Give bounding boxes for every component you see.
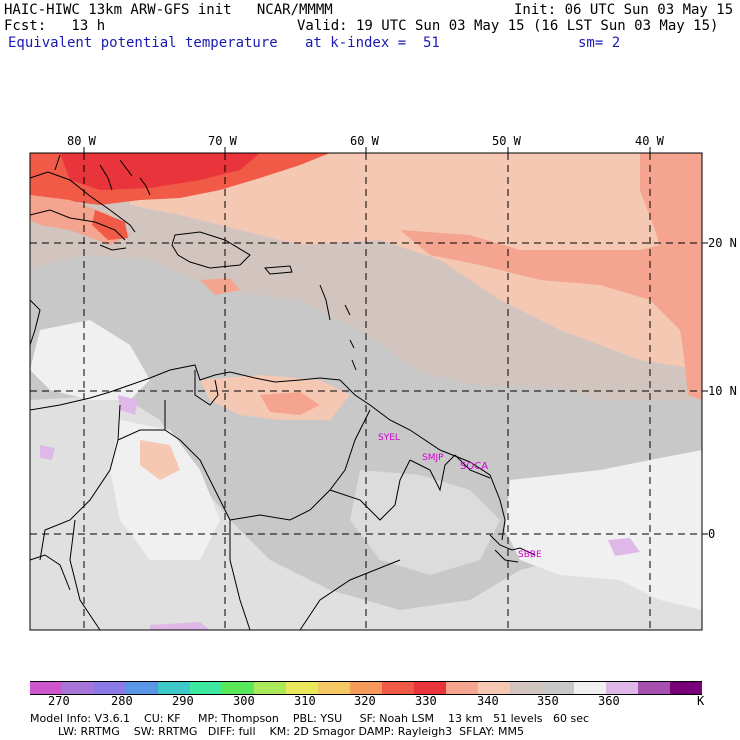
colorbar-label: 330	[415, 694, 437, 708]
colorbar-swatch	[30, 681, 62, 695]
colorbar-swatch	[94, 681, 126, 695]
lon-label: 40 W	[635, 134, 664, 148]
colorbar-swatch	[414, 681, 446, 695]
colorbar-label: 300	[233, 694, 255, 708]
forecast-hour: Fcst: 13 h	[4, 18, 106, 34]
lon-label: 60 W	[350, 134, 379, 148]
lat-label: 10 N	[708, 384, 737, 398]
colorbar-swatch	[222, 681, 254, 695]
coastlines	[29, 154, 536, 591]
level-index: at k-index = 51	[305, 35, 440, 51]
smoothing: sm= 2	[578, 35, 621, 51]
colorbar-swatch	[446, 681, 478, 695]
colorbar-label: 280	[111, 694, 133, 708]
graticule	[30, 153, 702, 630]
colorbar-swatch	[542, 681, 574, 695]
colorbar-swatch	[62, 681, 94, 695]
station-label: SBBE	[518, 550, 542, 560]
init-time: Init: 06 UTC Sun 03 May 15	[514, 2, 734, 18]
colorbar-swatch	[158, 681, 190, 695]
colorbar-label: 320	[354, 694, 376, 708]
tick-marks	[83, 147, 708, 535]
valid-time: Valid: 19 UTC Sun 03 May 15 (16 LST Sun …	[297, 18, 719, 34]
map-frame	[29, 152, 703, 631]
colorbar-swatch	[606, 681, 638, 695]
colorbar-unit: K	[697, 694, 705, 708]
lon-label: 70 W	[208, 134, 237, 148]
field-name: Equivalent potential temperature	[8, 35, 278, 51]
colorbar-swatch	[638, 681, 670, 695]
model-info-line2: LW: RRTMG SW: RRTMG DIFF: full KM: 2D Sm…	[30, 725, 524, 738]
station-label: SOCA	[460, 461, 488, 472]
lat-label: 20 N	[708, 236, 737, 250]
colorbar-label: 340	[477, 694, 499, 708]
borders	[39, 400, 491, 631]
lon-label: 80 W	[67, 134, 96, 148]
colorbar-label: 290	[172, 694, 194, 708]
colorbar-swatch	[190, 681, 222, 695]
lat-label: 0	[708, 527, 716, 541]
colorbar-label: 270	[48, 694, 70, 708]
station-label: SYEL	[378, 433, 400, 443]
model-info-line1: Model Info: V3.6.1 CU: KF MP: Thompson P…	[30, 712, 590, 725]
colorbar-label: 310	[294, 694, 316, 708]
colorbar-label: 360	[598, 694, 620, 708]
colorbar-swatch	[254, 681, 286, 695]
colorbar-label: 350	[537, 694, 559, 708]
colorbar-swatch	[126, 681, 158, 695]
model-title: HAIC-HIWC 13km ARW-GFS init NCAR/MMMM	[4, 2, 333, 18]
lon-label: 50 W	[492, 134, 521, 148]
colorbar-swatch	[382, 681, 414, 695]
colorbar-swatch	[286, 681, 318, 695]
colorbar-swatch	[318, 681, 350, 695]
colorbar-swatch	[510, 681, 542, 695]
station-label: SMJP	[422, 453, 444, 463]
colorbar-swatch	[350, 681, 382, 695]
colorbar-swatch	[478, 681, 510, 695]
colorbar-swatch	[670, 681, 702, 695]
colorbar-swatch	[574, 681, 606, 695]
